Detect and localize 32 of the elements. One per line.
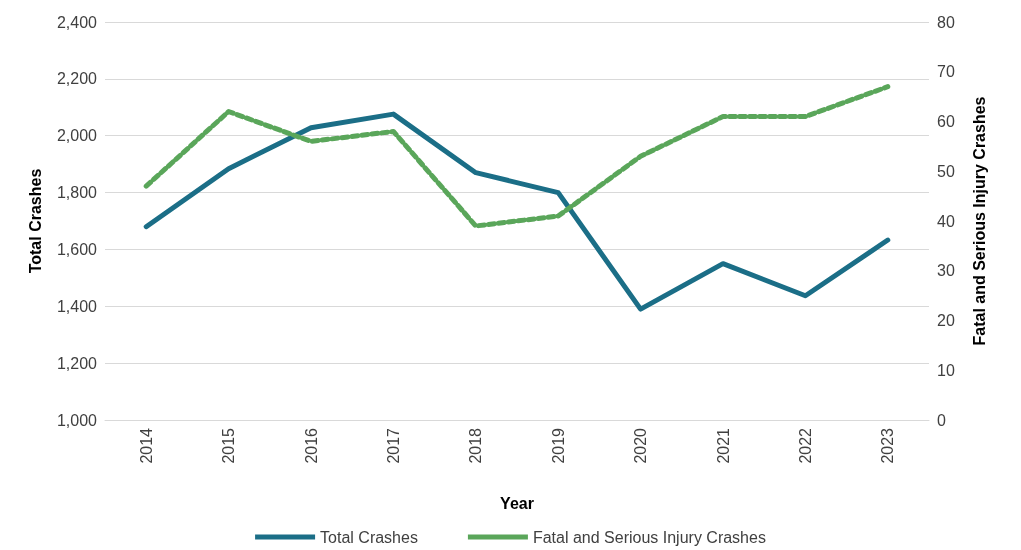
- y2-axis-title: Fatal and Serious Injury Crashes: [970, 96, 988, 346]
- y2-tick-label: 10: [937, 361, 955, 379]
- y-tick-label: 2,000: [56, 127, 98, 145]
- x-tick-label: 2014: [137, 427, 155, 464]
- legend-label: Fatal and Serious Injury Crashes: [532, 528, 766, 546]
- y2-tick-label: 50: [937, 162, 955, 180]
- x-tick-label: 2021: [714, 427, 732, 464]
- x-tick-label: 2015: [220, 427, 238, 464]
- y-tick-label: 2,400: [56, 13, 98, 31]
- x-tick-label: 2016: [302, 427, 320, 464]
- x-tick-label: 2019: [549, 427, 567, 464]
- x-axis-title: Year: [500, 494, 534, 512]
- legend-label: Total Crashes: [320, 528, 418, 546]
- y2-tick-label: 0: [937, 411, 946, 429]
- y-tick-label: 1,000: [56, 411, 98, 429]
- y2-tick-label: 60: [937, 113, 955, 130]
- y-tick-label: 1,800: [56, 184, 98, 202]
- x-tick-label: 2022: [796, 427, 814, 464]
- y2-tick-label: 80: [937, 13, 955, 31]
- y-tick-label: 1,600: [56, 240, 98, 258]
- x-tick-label: 2020: [632, 427, 650, 464]
- y2-tick-label: 30: [937, 262, 955, 280]
- y-tick-label: 1,400: [56, 297, 98, 315]
- x-tick-label: 2023: [879, 427, 897, 464]
- y-tick-label: 1,200: [56, 354, 98, 372]
- y-axis-title: Total Crashes: [26, 168, 44, 274]
- y-tick-label: 2,200: [56, 70, 98, 88]
- y2-tick-label: 70: [937, 63, 955, 81]
- y2-tick-label: 20: [937, 312, 955, 329]
- x-tick-label: 2018: [467, 427, 485, 464]
- x-tick-label: 2017: [384, 427, 402, 464]
- y2-tick-label: 40: [937, 212, 955, 230]
